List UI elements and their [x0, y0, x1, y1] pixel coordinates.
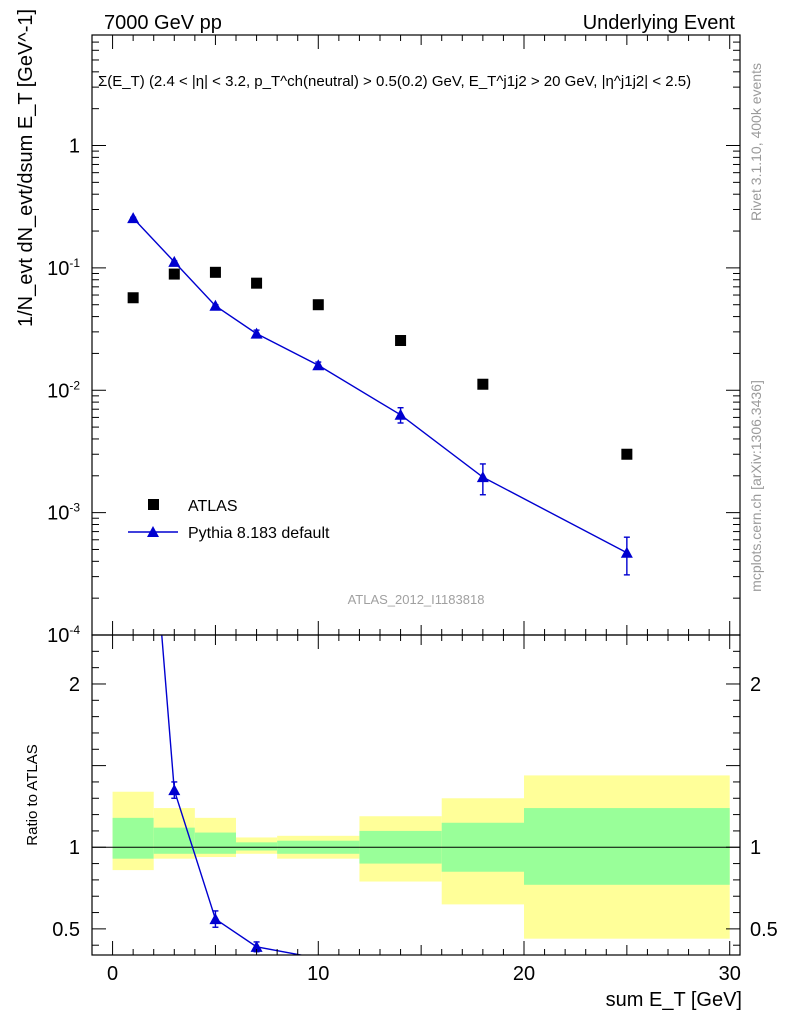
band-inner — [153, 827, 195, 854]
legend-atlas-label: ATLAS — [188, 498, 238, 515]
pythia-ratio-point — [250, 940, 263, 952]
ratio-y-ticks: 0.5 0.5 1 1 2 2 — [52, 650, 778, 946]
pythia-point — [394, 408, 407, 420]
pythia-point — [476, 471, 489, 483]
pythia-point — [168, 255, 181, 267]
main-y-tick-label: 10-3 — [47, 501, 80, 525]
band-inner — [236, 842, 278, 851]
pythia-point — [127, 212, 140, 224]
atlas-point — [395, 335, 407, 347]
rivet-version-label: Rivet 3.1.10, 400k events — [748, 63, 764, 221]
band-inner — [112, 817, 154, 859]
legend-pythia-label: Pythia 8.183 default — [188, 525, 330, 542]
header-left: 7000 GeV pp — [104, 12, 222, 34]
legend-pythia-marker — [147, 526, 159, 537]
x-tick-label: 30 — [719, 963, 741, 985]
legend: ATLAS Pythia 8.183 default — [128, 498, 330, 542]
ratio-panel: 0.5 0.5 1 1 2 2 0 10 20 30 Ratio to ATLAS sum E_… — [24, 634, 778, 1011]
ratio-y-axis-label: Ratio to ATLAS — [24, 744, 41, 845]
watermark: ATLAS_2012_I1183818 — [348, 592, 485, 607]
ratio-y-tick-label-left: 1 — [69, 837, 80, 859]
ratio-y-tick-label-right: 2 — [750, 674, 761, 696]
main-plot-frame — [91, 34, 741, 636]
main-y-ticks — [92, 34, 740, 636]
atlas-point — [209, 266, 221, 278]
ratio-y-tick-label-left: 2 — [69, 674, 80, 696]
ratio-y-tick-label-left: 0.5 — [52, 919, 80, 941]
main-y-tick-label: 10-4 — [47, 623, 80, 647]
x-tick-label: 20 — [513, 963, 535, 985]
legend-atlas-marker — [148, 499, 159, 510]
atlas-point — [168, 268, 180, 280]
band-inner — [194, 832, 236, 854]
pythia-line — [132, 217, 628, 554]
atlas-point — [477, 378, 489, 390]
pythia-ratio-point — [209, 913, 222, 925]
x-tick-label: 0 — [107, 963, 118, 985]
atlas-point — [621, 448, 633, 460]
x-axis-label: sum E_T [GeV] — [606, 989, 742, 1011]
pythia-ratio-point — [168, 784, 181, 796]
ratio-x-ticks: 0 10 20 30 — [107, 635, 741, 985]
x-tick-label: 10 — [307, 963, 329, 985]
main-y-tick-labels: 1 10-1 10-2 10-3 10-4 — [47, 136, 80, 647]
pythia-series — [127, 212, 633, 576]
ratio-y-tick-label-right: 1 — [750, 837, 761, 859]
y-axis-label: 1/N_evt dN_evt/dsum E_T [GeV^-1] — [15, 9, 37, 327]
ratio-y-tick-label-right: 0.5 — [750, 919, 778, 941]
atlas-series — [127, 266, 633, 460]
mcplots-credit: mcplots.cern.ch [arXiv:1306.3436] — [748, 380, 764, 592]
atlas-point — [127, 292, 139, 304]
pythia-point — [620, 546, 633, 558]
pythia-point — [250, 327, 263, 339]
main-x-ticks — [112, 35, 731, 635]
uncertainty-bands — [112, 775, 730, 939]
main-panel: 1 10-1 10-2 10-3 10-4 Σ(E_T) (2.4 < |η| < 3.… — [15, 9, 741, 647]
plot-title: Σ(E_T) (2.4 < |η| < 3.2, p_T^ch(neutral)… — [98, 73, 691, 90]
ratio-plot-frame — [91, 634, 741, 956]
atlas-point — [312, 299, 324, 311]
band-inner — [524, 808, 730, 885]
pythia-point — [209, 299, 222, 311]
main-y-tick-label: 10-2 — [47, 378, 80, 402]
pythia-point — [312, 359, 325, 371]
main-y-tick-label: 1 — [69, 136, 80, 158]
main-y-tick-label: 10-1 — [47, 256, 80, 280]
header-right: Underlying Event — [583, 12, 736, 34]
atlas-point — [251, 277, 263, 289]
